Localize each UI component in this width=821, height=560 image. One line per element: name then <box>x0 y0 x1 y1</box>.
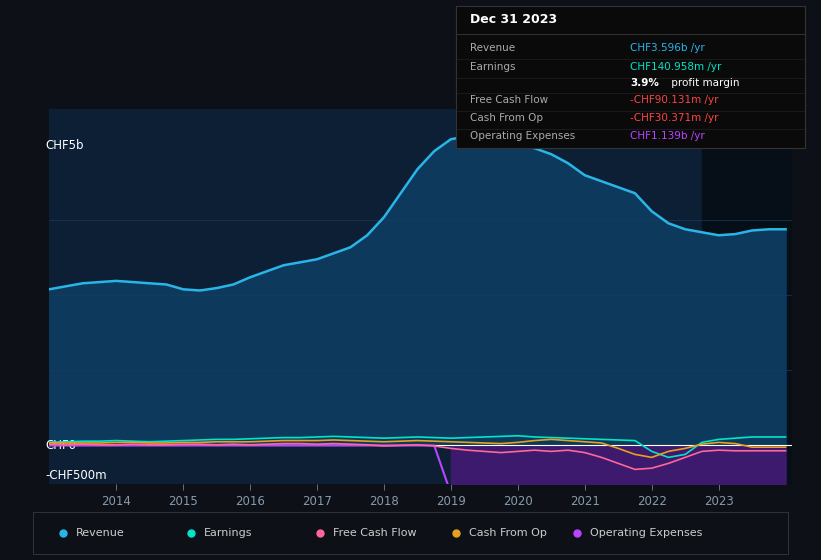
Text: CHF3.596b /yr: CHF3.596b /yr <box>631 44 705 53</box>
Text: profit margin: profit margin <box>668 78 740 88</box>
Text: Earnings: Earnings <box>470 62 515 72</box>
Text: Cash From Op: Cash From Op <box>469 529 547 538</box>
Text: Revenue: Revenue <box>470 44 515 53</box>
Text: Free Cash Flow: Free Cash Flow <box>470 95 548 105</box>
Text: CHF5b: CHF5b <box>45 139 84 152</box>
Text: CHF0: CHF0 <box>45 439 76 452</box>
Text: -CHF30.371m /yr: -CHF30.371m /yr <box>631 114 718 123</box>
Text: Revenue: Revenue <box>76 529 125 538</box>
Text: Cash From Op: Cash From Op <box>470 114 543 123</box>
Text: Dec 31 2023: Dec 31 2023 <box>470 13 557 26</box>
Text: Earnings: Earnings <box>204 529 253 538</box>
Text: 3.9%: 3.9% <box>631 78 659 88</box>
Text: Operating Expenses: Operating Expenses <box>589 529 702 538</box>
Text: Operating Expenses: Operating Expenses <box>470 130 575 141</box>
Text: -CHF90.131m /yr: -CHF90.131m /yr <box>631 95 718 105</box>
Text: -CHF500m: -CHF500m <box>45 469 108 482</box>
Text: CHF1.139b /yr: CHF1.139b /yr <box>631 130 705 141</box>
Text: CHF140.958m /yr: CHF140.958m /yr <box>631 62 722 72</box>
Text: Free Cash Flow: Free Cash Flow <box>333 529 416 538</box>
Bar <box>702 109 792 484</box>
